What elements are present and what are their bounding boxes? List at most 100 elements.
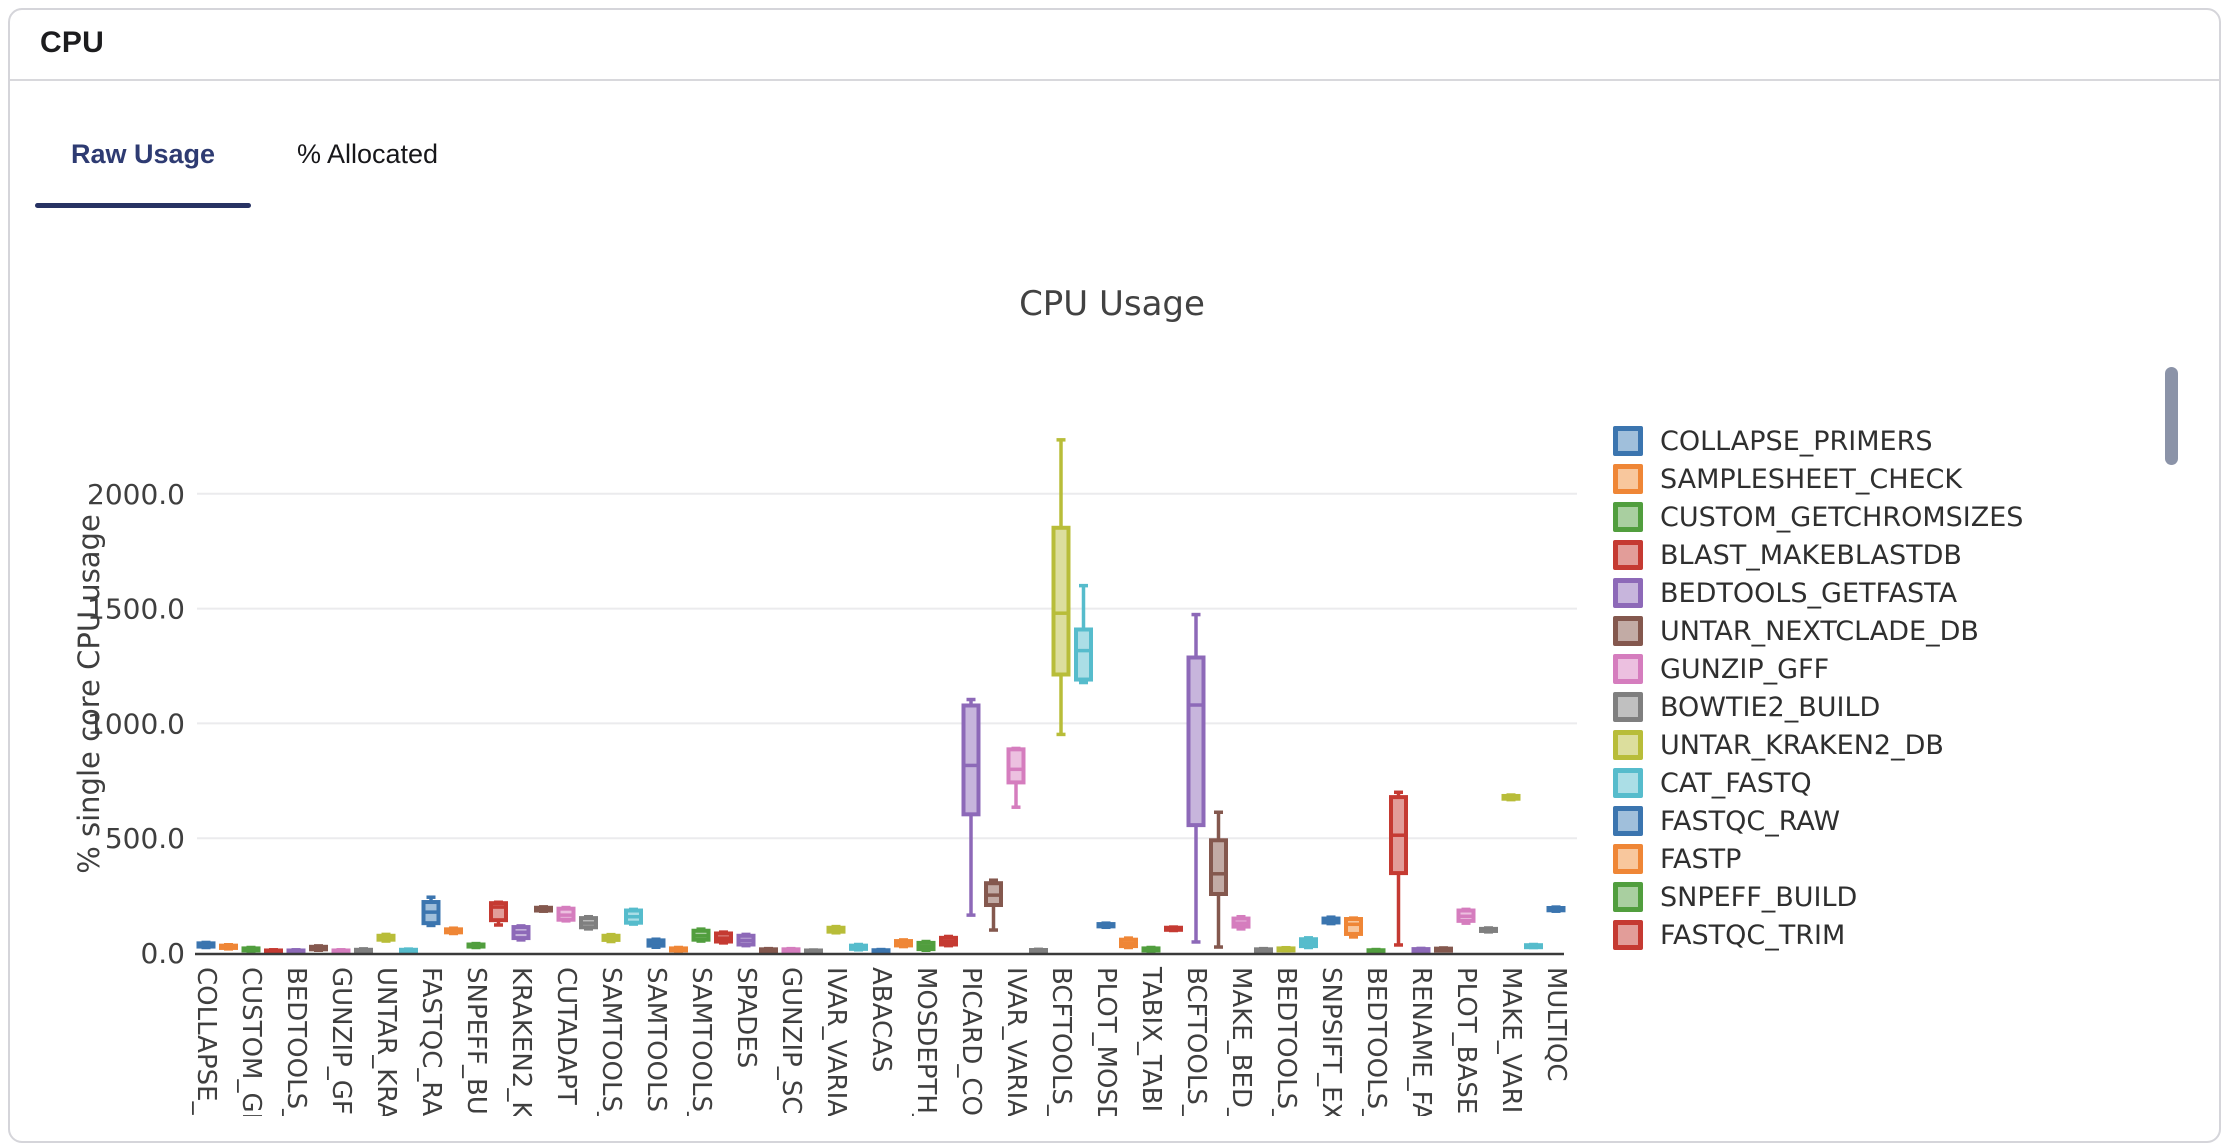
box-plot-item[interactable] (1276, 945, 1296, 953)
box-plot-item[interactable] (1029, 947, 1048, 955)
box-plot-item[interactable] (1186, 612, 1206, 944)
x-tick-label: FASTQC_RA (416, 967, 446, 1116)
cpu-usage-box-plot[interactable]: 0.0 500.0 1000.0 1500.0 2000.0 CPU Usage % sin… (10, 10, 2220, 1139)
x-tick-label: CUSTOM_GE (236, 967, 266, 1129)
legend-scrollbar-thumb[interactable] (2165, 367, 2178, 465)
box-plot-item[interactable] (354, 947, 373, 955)
box-plot-item[interactable] (534, 905, 553, 913)
box-plot-item[interactable] (1456, 907, 1476, 925)
box-plot-item[interactable] (1321, 915, 1341, 926)
legend-item[interactable]: UNTAR_KRAKEN2_DB (1613, 729, 2023, 761)
box-plot-item[interactable] (781, 946, 801, 954)
legend-item[interactable]: FASTQC_RAW (1613, 806, 2023, 837)
box-plot-item[interactable] (714, 930, 733, 945)
box-plot-item[interactable] (1119, 936, 1138, 950)
box-plot-item[interactable] (1546, 905, 1566, 913)
legend-label: SNPEFF_BUILD (1660, 881, 1858, 913)
legend-item[interactable]: CUSTOM_GETCHROMSIZES (1613, 501, 2024, 533)
legend-label: BEDTOOLS_GETFASTA (1660, 577, 1958, 609)
legend-item[interactable]: SNPEFF_BUILD (1613, 881, 2023, 913)
legend-swatch (1613, 882, 1643, 912)
box-plot-item[interactable] (286, 948, 306, 955)
box-plot-item[interactable] (1254, 946, 1273, 954)
legend-label: FASTP (1660, 843, 1742, 875)
legend-item[interactable]: COLLAPSE_PRIMERS (1613, 426, 2023, 457)
box-plot-item[interactable] (849, 942, 868, 952)
box-plot-item[interactable] (916, 939, 936, 952)
box-plot-item[interactable] (601, 932, 621, 944)
box-plot-item[interactable] (1231, 914, 1251, 931)
legend-item[interactable]: FASTP (1613, 843, 2023, 875)
box-plot-item[interactable] (1074, 583, 1093, 685)
box-plot-item[interactable] (984, 878, 1003, 932)
box-plot-item[interactable] (376, 932, 396, 943)
box-plot-item[interactable] (444, 926, 463, 936)
legend-swatch (1613, 578, 1643, 608)
box-plot-item[interactable] (759, 946, 778, 954)
tab-raw-usage[interactable]: Raw Usage (70, 139, 216, 169)
box-plot-item[interactable] (1501, 793, 1521, 802)
box-plot-item[interactable] (1006, 746, 1026, 809)
box-plot-item[interactable] (1141, 945, 1161, 953)
legend-item[interactable]: BEDTOOLS_GETFASTA (1613, 577, 2023, 609)
y-axis-title: % single core CPU usage (72, 514, 106, 874)
box-plot-item[interactable] (264, 948, 283, 955)
box-plot-item[interactable] (1344, 916, 1363, 939)
box-plot-item[interactable] (804, 948, 823, 955)
box-plot-item[interactable] (646, 937, 666, 950)
box-plot-item[interactable] (736, 932, 756, 948)
tab-percent-allocated[interactable]: % Allocated (296, 139, 439, 169)
x-tick-label: BCFTOOLS_ (1181, 967, 1211, 1119)
box-plot-item[interactable] (489, 900, 508, 927)
x-tick-label: ABACAS (866, 967, 896, 1072)
box-plot-item[interactable] (331, 948, 351, 955)
box-plot-item[interactable] (556, 905, 576, 923)
box-plot-item[interactable] (421, 895, 441, 928)
box-plot-item[interactable] (669, 945, 688, 953)
box-plot-item[interactable] (1096, 921, 1116, 930)
box-plot-item[interactable] (309, 944, 328, 952)
box-plot-item[interactable] (219, 942, 238, 951)
box-plot-item[interactable] (579, 914, 598, 931)
box-plot-item[interactable] (1051, 438, 1071, 737)
legend-item[interactable]: CAT_FASTQ (1613, 767, 2023, 799)
box-plot-item[interactable] (241, 945, 261, 953)
box-plot-item[interactable] (1411, 946, 1431, 954)
legend-label: CUSTOM_GETCHROMSIZES (1660, 501, 2024, 533)
box-plot-item[interactable] (1389, 790, 1408, 947)
box-plot-item[interactable] (691, 927, 711, 943)
legend-item[interactable]: UNTAR_NEXTCLADE_DB (1613, 616, 2023, 647)
box-plot-item[interactable] (1164, 925, 1183, 933)
box-plot-item[interactable] (1299, 936, 1318, 950)
x-tick-label: SNPEFF_BU (461, 967, 491, 1115)
legend-item[interactable]: BLAST_MAKEBLASTDB (1613, 540, 2023, 571)
x-tick-label: GUNZIP_SC (776, 967, 806, 1114)
box-plot-item[interactable] (624, 907, 643, 926)
legend-label: CAT_FASTQ (1660, 767, 1812, 799)
box-plot-item[interactable] (961, 697, 981, 917)
box-plot-item[interactable] (511, 924, 531, 942)
box-plot-item[interactable] (1524, 942, 1543, 950)
legend-swatch (1613, 616, 1643, 646)
x-tick-label: IVAR_VARIA (821, 967, 851, 1117)
box-plot-item[interactable] (1209, 810, 1228, 949)
legend-item[interactable]: SAMPLESHEET_CHECK (1613, 464, 2023, 495)
chart-title: CPU Usage (1019, 284, 1205, 324)
x-tick-label: COLLAPSE_P (191, 967, 221, 1130)
box-plot-item[interactable] (399, 947, 418, 955)
box-plot-item[interactable] (939, 934, 958, 948)
legend-swatch (1613, 730, 1643, 760)
box-plot-item[interactable] (826, 924, 846, 935)
box-plot-item[interactable] (466, 941, 486, 950)
legend-item[interactable]: GUNZIP_GFF (1613, 654, 2023, 685)
legend-swatch (1613, 464, 1643, 494)
box-plot-item[interactable] (196, 940, 216, 950)
box-plot-item[interactable] (871, 947, 891, 955)
legend-item[interactable]: BOWTIE2_BUILD (1613, 692, 2023, 723)
box-plot-item[interactable] (1366, 947, 1386, 955)
box-plot-item[interactable] (1479, 926, 1498, 934)
box-plot-item[interactable] (1434, 946, 1453, 953)
box-plot-item[interactable] (894, 938, 913, 949)
legend-item[interactable]: FASTQC_TRIM (1613, 920, 2023, 951)
legend-label: UNTAR_KRAKEN2_DB (1660, 729, 1944, 761)
